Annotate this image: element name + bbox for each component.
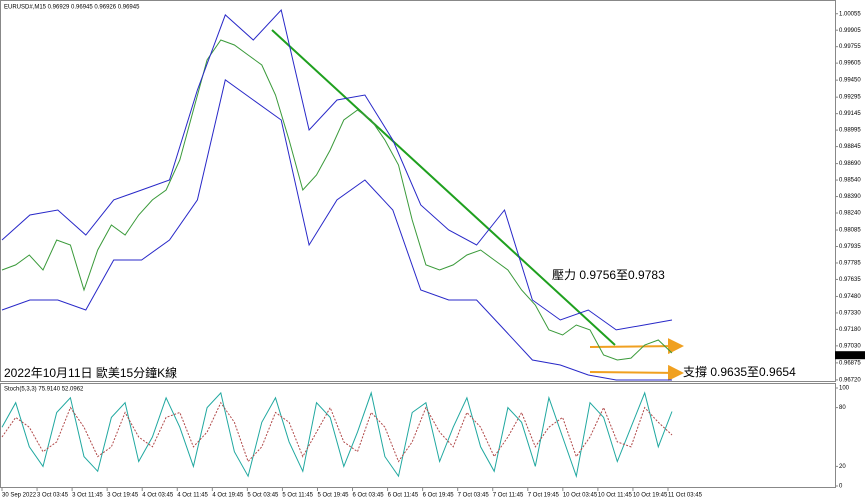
x-tick-label: 5 Oct 11:45 [282,493,313,499]
x-tick-label: 4 Oct 11:45 [177,493,208,499]
last-price-box [835,351,865,360]
y-tick-label: 0.98690 [839,161,861,167]
symbol-header: EURUSD#,M15 0.96929 0.96945 0.96926 0.96… [4,5,140,11]
x-tick-label: 10 Oct 03:45 [563,493,598,499]
y-tick-label: 80 [839,405,846,411]
y-tick-label: 1.00055 [839,11,861,17]
x-tick-label: 7 Oct 03:45 [458,493,490,499]
x-tick-label: 4 Oct 19:45 [212,493,244,499]
x-tick-label: 10 Oct 19:45 [633,493,668,499]
x-tick-label: 10 Oct 11:45 [598,493,633,499]
stoch-header: Stoch(5,3,3) 75.9140 52.0962 [4,387,84,393]
series-line [1,391,673,479]
resistance-label: 壓力 0.9756至0.9783 [552,268,665,282]
resistance-arrow [589,338,684,355]
x-tick-label: 4 Oct 03:45 [142,493,174,499]
y-tick-label: 0.98995 [839,128,861,134]
series-line [1,401,673,463]
series-line [1,79,672,381]
x-tick-label: 30 Sep 2022 [2,493,37,499]
x-tick-label: 3 Oct 19:45 [107,493,139,499]
x-tick-label: 3 Oct 03:45 [37,493,69,499]
last-price-label: 0.96945 [837,353,859,359]
y-tick-label: 0.99755 [839,44,861,50]
y-tick-label: 0.97330 [839,311,861,317]
y-tick-label: 0.98845 [839,144,861,150]
y-tick-label: 0.97785 [839,261,861,267]
y-tick-label: 0.97180 [839,327,861,333]
y-tick-label: 0.98390 [839,194,861,200]
y-tick-label: 0.98240 [839,211,861,217]
x-tick-label: 7 Oct 11:45 [493,493,524,499]
x-tick-label: 7 Oct 19:45 [528,493,560,499]
series-line [1,39,673,361]
x-tick-label: 6 Oct 03:45 [353,493,385,499]
series-line [1,8,673,331]
x-tick-label: 3 Oct 11:45 [72,493,103,499]
y-tick-label: 20 [839,464,846,470]
y-tick-label: 0.97935 [839,244,861,250]
stoch-pane [0,383,836,488]
x-tick-label: 6 Oct 19:45 [423,493,455,499]
support-arrow [589,364,684,381]
y-tick-label: 0.99450 [839,78,861,84]
main-pane [0,0,836,382]
x-tick-label: 5 Oct 03:45 [247,493,279,499]
y-tick-label: 0.97030 [839,343,861,349]
y-tick-label: 0.99905 [839,28,861,34]
x-tick-label: 5 Oct 19:45 [317,493,349,499]
x-tick-label: 6 Oct 11:45 [388,493,419,499]
x-tick-label: 11 Oct 03:45 [668,493,703,499]
y-tick-label: 0.98540 [839,178,861,184]
trend-line [271,29,616,346]
y-tick-label: 0 [839,484,843,490]
y-tick-label: 0.96875 [839,360,861,366]
y-tick-label: 0.99295 [839,95,861,101]
caption: 2022年10月11日 歐美15分鐘K線 [4,365,177,380]
y-tick-label: 0.97480 [839,294,861,300]
y-tick-label: 0.99145 [839,111,861,117]
y-tick-label: 0.97635 [839,277,861,283]
y-tick-label: 0.96720 [839,377,861,383]
y-tick-label: 0.99605 [839,61,861,67]
y-tick-label: 100 [839,386,850,392]
y-tick-label: 0.98085 [839,228,861,234]
support-label: 支撐 0.9635至0.9654 [683,365,796,379]
